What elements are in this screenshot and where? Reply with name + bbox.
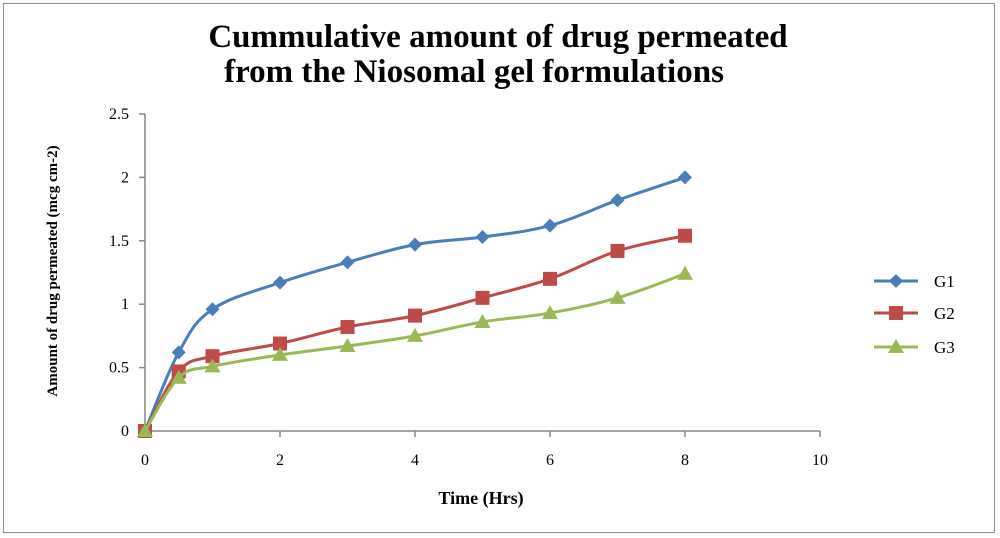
legend-item-g1: G1 (874, 272, 955, 291)
series-line-g2 (143, 234, 687, 433)
chart-title-line-2: from the Niosomal gel formulations (224, 54, 724, 90)
data-point-g3 (170, 369, 187, 384)
y-tick-label: 2.5 (109, 106, 129, 123)
chart-frame (3, 3, 995, 533)
y-axis-label: Amount of drug permeated (mcg cm-2) (45, 145, 61, 396)
series-line-g1 (143, 175, 687, 433)
data-point-g3 (474, 313, 491, 328)
data-point-g1 (205, 302, 220, 317)
data-point-g2 (340, 320, 355, 335)
data-point-g3 (137, 423, 153, 437)
legend-marker (889, 306, 903, 320)
data-point-g1 (408, 237, 422, 252)
data-point-g1 (543, 218, 557, 233)
x-tick-label: 6 (546, 452, 554, 469)
data-point-g3 (407, 327, 423, 342)
legend: G1 G2 G3 (874, 272, 955, 357)
data-point-g1 (340, 255, 355, 270)
data-point-g1 (678, 170, 692, 185)
data-point-g3 (542, 305, 558, 320)
data-point-g3 (204, 358, 221, 373)
series-g3 (137, 265, 693, 437)
x-tick-label: 10 (812, 452, 828, 469)
data-series (137, 170, 693, 438)
data-point-g3 (272, 346, 288, 361)
legend-label: G1 (934, 272, 955, 291)
tick-labels: 0 0.5 1 1.5 2 2.5 0 2 4 6 8 10 (109, 106, 828, 469)
y-tick-label: 2 (121, 169, 129, 186)
legend-marker (889, 274, 903, 288)
data-point-g2 (475, 290, 490, 305)
data-point-g3 (677, 265, 693, 280)
y-tick-label: 1.5 (109, 233, 129, 250)
data-point-g3 (339, 338, 356, 353)
legend-item-g2: G2 (874, 304, 955, 323)
data-point-g2 (408, 308, 422, 323)
x-tick-label: 4 (411, 452, 419, 469)
axes (139, 113, 821, 437)
data-point-g1 (273, 275, 287, 290)
x-tick-label: 0 (141, 452, 149, 469)
legend-label: G3 (934, 338, 955, 357)
chart-title-line-1: Cummulative amount of drug permeated (208, 19, 787, 55)
data-point-g2 (678, 228, 692, 243)
y-tick-label: 1 (121, 296, 129, 313)
data-point-g3 (609, 289, 626, 304)
data-point-g1 (610, 193, 625, 208)
y-tick-label: 0.5 (109, 360, 129, 377)
data-point-g2 (543, 271, 557, 286)
series-line-g3 (143, 272, 687, 433)
series-g1 (138, 170, 692, 438)
data-point-g2 (205, 349, 220, 364)
data-point-g1 (475, 229, 490, 244)
legend-marker (888, 339, 904, 353)
data-point-g2 (610, 243, 625, 258)
x-tick-label: 8 (681, 452, 689, 469)
legend-label: G2 (934, 304, 955, 323)
x-tick-label: 2 (276, 452, 284, 469)
data-point-g2 (273, 336, 287, 351)
data-point-g1 (171, 345, 186, 360)
x-axis-label: Time (Hrs) (438, 488, 523, 509)
legend-item-g3: G3 (874, 338, 955, 357)
y-tick-label: 0 (121, 423, 129, 440)
